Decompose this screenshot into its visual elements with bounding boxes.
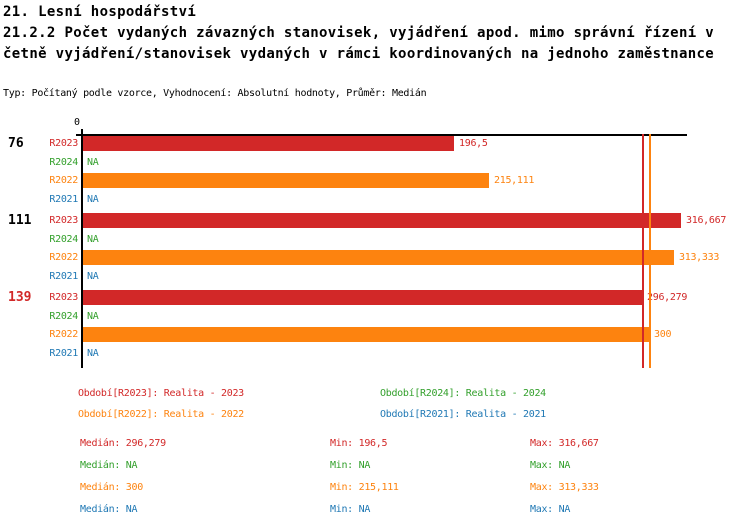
y-axis-line — [81, 129, 83, 368]
series-row-label: R2022 — [49, 175, 78, 186]
bar-R2023 — [83, 213, 681, 228]
stat-max: Max: 316,667 — [530, 438, 599, 449]
bar-R2023 — [83, 290, 642, 305]
bar-na-label: NA — [87, 157, 99, 168]
group-label: 139 — [8, 290, 32, 305]
bar-R2022 — [83, 250, 674, 265]
legend-item: Období[R2024]: Realita - 2024 — [380, 388, 546, 399]
report-title-line1: 21. Lesní hospodářství — [3, 4, 197, 20]
stat-max: Max: 313,333 — [530, 482, 599, 493]
bar-na-label: NA — [87, 271, 99, 282]
median-line-red — [642, 134, 644, 368]
legend-item: Období[R2021]: Realita - 2021 — [380, 409, 546, 420]
stat-min: Min: NA — [330, 460, 371, 471]
report-subtitle: Typ: Počítaný podle vzorce, Vyhodnocení:… — [3, 88, 427, 99]
series-row-label: R2021 — [49, 194, 78, 205]
bar-value-label: 196,5 — [459, 138, 488, 149]
series-row-label: R2024 — [49, 234, 78, 245]
series-row-label: R2021 — [49, 271, 78, 282]
bar-na-label: NA — [87, 234, 99, 245]
stat-max: Max: NA — [530, 460, 571, 471]
legend-item: Období[R2023]: Realita - 2023 — [78, 388, 244, 399]
stat-median: Medián: 296,279 — [80, 438, 166, 449]
bar-value-label: 296,279 — [647, 292, 688, 303]
series-row-label: R2024 — [49, 311, 78, 322]
group-label: 111 — [8, 213, 32, 228]
bar-na-label: NA — [87, 194, 99, 205]
bar-na-label: NA — [87, 348, 99, 359]
bar-value-label: 316,667 — [686, 215, 727, 226]
stat-median: Medián: 300 — [80, 482, 143, 493]
group-label: 76 — [8, 136, 24, 151]
report-title-line3: četně vyjádření/stanovisek vydaných v rá… — [3, 46, 715, 62]
stat-max: Max: NA — [530, 504, 571, 515]
series-row-label: R2023 — [49, 215, 78, 226]
bar-na-label: NA — [87, 311, 99, 322]
bar-value-label: 313,333 — [679, 252, 720, 263]
bar-R2022 — [83, 173, 489, 188]
report-title-line2: 21.2.2 Počet vydaných závazných stanovis… — [3, 25, 715, 41]
stat-min: Min: 215,111 — [330, 482, 399, 493]
series-row-label: R2023 — [49, 292, 78, 303]
median-line-orange — [649, 134, 651, 368]
series-row-label: R2021 — [49, 348, 78, 359]
legend-item: Období[R2022]: Realita - 2022 — [78, 409, 244, 420]
stat-min: Min: NA — [330, 504, 371, 515]
bar-R2023 — [83, 136, 454, 151]
stat-median: Medián: NA — [80, 504, 138, 515]
series-row-label: R2022 — [49, 252, 78, 263]
bar-value-label: 215,111 — [494, 175, 535, 186]
series-row-label: R2024 — [49, 157, 78, 168]
bar-value-label: 300 — [654, 329, 672, 340]
report-title: 21. Lesní hospodářství 21.2.2 Počet vyda… — [3, 2, 714, 65]
series-row-label: R2023 — [49, 138, 78, 149]
stat-median: Medián: NA — [80, 460, 138, 471]
x-axis-zero-tick-label: 0 — [74, 117, 81, 128]
series-row-label: R2022 — [49, 329, 78, 340]
x-axis-line — [76, 134, 687, 136]
stat-min: Min: 196,5 — [330, 438, 388, 449]
bar-R2022 — [83, 327, 649, 342]
